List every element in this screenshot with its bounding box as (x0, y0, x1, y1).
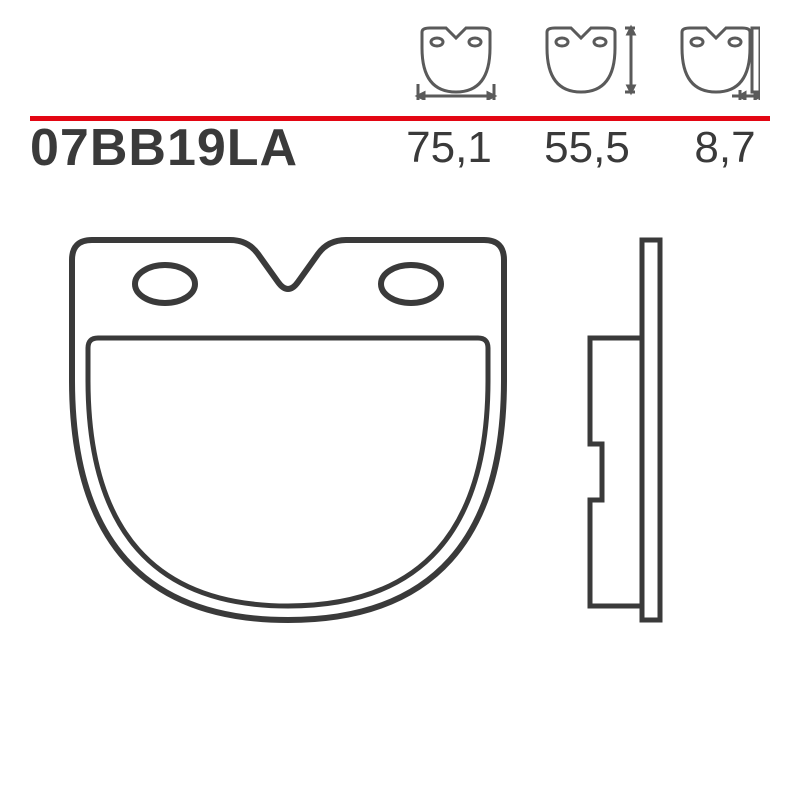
dim-width: 75,1 (404, 123, 494, 173)
mounting-hole-right (381, 265, 441, 303)
technical-drawing-svg (30, 220, 770, 780)
side-friction-material (590, 338, 642, 606)
width-dim-icon (418, 28, 494, 100)
dim-thickness: 8,7 (680, 123, 770, 173)
dimensions-group: 75,1 55,5 8,7 (404, 123, 770, 173)
header-dimension-icons (400, 20, 760, 100)
height-dim-icon (547, 28, 635, 92)
spec-row: 07BB19LA 75,1 55,5 8,7 (30, 118, 770, 178)
side-backing-plate (642, 240, 660, 620)
part-number: 07BB19LA (30, 118, 298, 178)
technical-drawing (30, 220, 770, 780)
brake-pad-front-view (72, 240, 504, 620)
thickness-dim-icon (682, 28, 760, 100)
dim-height: 55,5 (542, 123, 632, 173)
mounting-hole-left (135, 265, 195, 303)
dimension-icons-svg (400, 20, 760, 100)
red-divider (30, 108, 770, 113)
brake-pad-side-view (590, 240, 660, 620)
